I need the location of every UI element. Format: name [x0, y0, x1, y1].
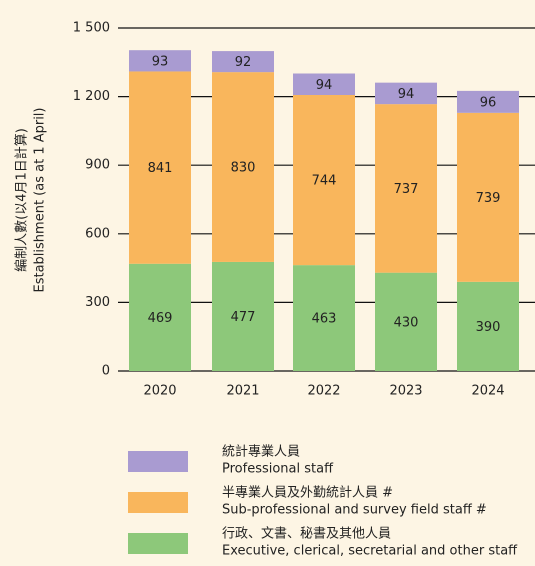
data-label: 390: [476, 320, 501, 335]
data-label: 430: [394, 315, 419, 330]
data-label: 93: [152, 54, 169, 69]
data-label: 469: [148, 311, 173, 326]
bar-segment: [212, 72, 274, 262]
legend-label: Sub-professional and survey field staff …: [222, 503, 487, 518]
bar-segment: [375, 272, 437, 371]
y-tick-label: 900: [85, 158, 110, 173]
data-label: 737: [394, 182, 419, 197]
legend-swatch: [128, 492, 188, 513]
bar-segment: [212, 261, 274, 371]
bar-segment: [129, 263, 191, 371]
x-tick-label: 2022: [307, 384, 340, 399]
legend-label: 行政、文書、秘書及其他人員: [222, 527, 391, 542]
bar-segment: [375, 104, 437, 273]
data-label: 92: [235, 55, 252, 70]
y-tick-label: 1 500: [73, 21, 110, 36]
bar-segment: [375, 82, 437, 105]
legend-swatch: [128, 451, 188, 472]
legend-label: 統計專業人員: [222, 444, 300, 460]
y-label-zh: 編制人數(以4月1日計算): [14, 128, 30, 272]
bar-segment: [293, 94, 355, 266]
data-label: 96: [480, 95, 497, 110]
x-tick-label: 2023: [389, 384, 422, 399]
bar-segment: [457, 90, 519, 113]
bar-segment: [457, 281, 519, 371]
y-label-en: Establishment (as at 1 April): [33, 108, 48, 293]
bar-segment: [212, 51, 274, 73]
bar-segment: [457, 112, 519, 282]
legend-label: Professional staff: [222, 462, 334, 477]
legend-label: 半專業人員及外勤統計人員 #: [222, 485, 393, 501]
legend-swatch: [128, 533, 188, 554]
data-label: 744: [312, 174, 337, 189]
y-tick-label: 1 200: [73, 89, 110, 104]
x-tick-label: 2021: [226, 384, 259, 399]
legend-label: Executive, clerical, secretarial and oth…: [222, 544, 518, 559]
x-tick-label: 2020: [143, 384, 176, 399]
y-tick-label: 0: [102, 364, 110, 379]
data-label: 94: [316, 78, 333, 93]
bar-segment: [293, 265, 355, 371]
data-label: 463: [312, 312, 337, 327]
data-label: 739: [476, 191, 501, 206]
data-label: 841: [148, 161, 173, 176]
y-tick-label: 300: [85, 295, 110, 310]
data-label: 94: [398, 87, 415, 102]
y-axis-label: 編制人數(以4月1日計算) Establishment (as at 1 Apr…: [14, 108, 48, 293]
data-label: 830: [231, 161, 256, 176]
y-tick-label: 600: [85, 226, 110, 241]
bar-segment: [129, 71, 191, 264]
bar-segment: [129, 50, 191, 72]
data-label: 477: [231, 310, 256, 325]
x-tick-label: 2024: [471, 384, 504, 399]
bar-segment: [293, 73, 355, 95]
